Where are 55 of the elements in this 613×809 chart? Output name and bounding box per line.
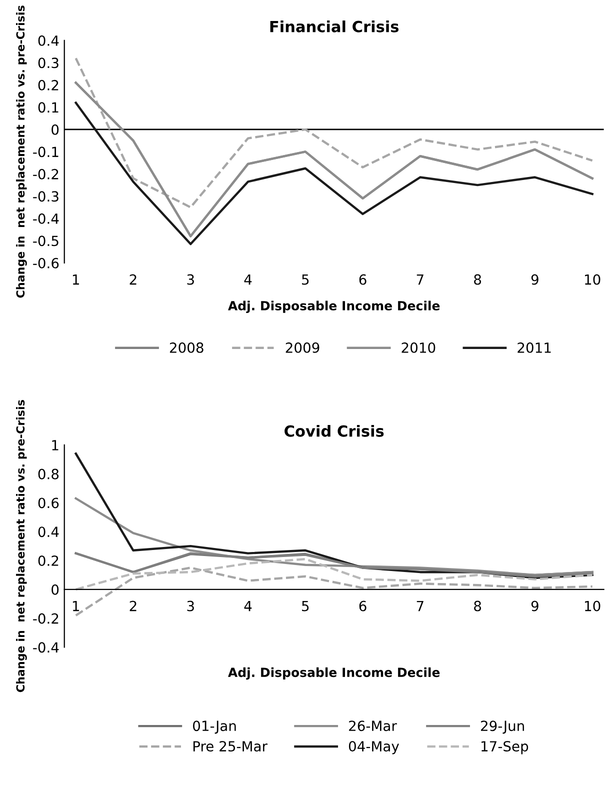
legend-label: 29-Jun [481, 720, 524, 734]
x-tick-label: 10 [585, 274, 600, 285]
y-tick-label: 0.2 [38, 555, 58, 566]
x-tick-label: 1 [72, 600, 79, 612]
chart-title: Financial Crisis [270, 20, 399, 32]
y-tick-label: 0.6 [38, 498, 59, 508]
x-tick-label: 5 [302, 274, 309, 285]
y-tick-label: 0.4 [38, 526, 59, 538]
x-tick-label: 7 [416, 600, 424, 612]
x-tick-label: 4 [244, 600, 252, 612]
x-tick-label: 2 [130, 600, 136, 612]
chart-title: Covid Crisis [284, 425, 384, 437]
legend-label: 26-Mar [349, 720, 397, 732]
x-tick-label: 9 [531, 600, 538, 612]
y-tick-label: -0.4 [33, 213, 59, 224]
y-tick-label: 1 [52, 440, 58, 450]
x-tick-label: 6 [359, 274, 366, 285]
y-axis-title: Change in net replacement ratio vs. pre-Crisis [16, 6, 27, 298]
legend-label: 17-Sep [482, 741, 528, 754]
y-tick-label: -0.2 [33, 168, 58, 180]
legend-label: 01-Jan [193, 720, 236, 734]
x-tick-label: 4 [244, 274, 252, 285]
y-tick-label: -0.6 [33, 258, 59, 268]
x-axis-title: Adj. Disposable Income Decile [228, 300, 440, 313]
y-tick-label: -0.2 [33, 613, 58, 624]
y-tick-label: -0.1 [33, 146, 58, 158]
x-tick-label: 2 [130, 274, 136, 285]
x-tick-label: 9 [531, 274, 538, 285]
legend-label: 2009 [286, 342, 320, 353]
x-tick-label: 3 [187, 600, 194, 612]
legend-label: 2008 [170, 342, 204, 353]
x-tick-label: 8 [474, 600, 482, 612]
y-tick-label: 0 [52, 124, 59, 135]
y-tick-label: 0.2 [38, 80, 58, 90]
y-axis-title: Change in net replacement ratio vs. pre-Crisis [16, 400, 27, 692]
y-tick-label: -0.5 [33, 236, 58, 246]
x-tick-label: 10 [585, 600, 600, 612]
x-tick-label: 3 [187, 274, 194, 285]
legend-label: 04-May [348, 741, 400, 754]
x-tick-label: 8 [474, 274, 482, 285]
legend-label: 2010 [402, 342, 436, 353]
y-tick-label: 0.1 [38, 102, 58, 113]
x-tick-label: 5 [302, 600, 309, 612]
y-tick-label: 0.3 [38, 58, 58, 68]
x-axis-title: Adj. Disposable Income Decile [228, 667, 440, 680]
legend-label: Pre 25-Mar [193, 741, 268, 752]
y-tick-label: 0.8 [38, 468, 59, 480]
legend-label: 2011 [518, 342, 551, 353]
x-tick-label: 1 [72, 274, 79, 285]
y-tick-label: -0.4 [33, 642, 59, 653]
y-tick-label: 0.4 [38, 35, 59, 46]
x-tick-label: 7 [416, 274, 424, 285]
y-tick-label: 0 [52, 584, 59, 595]
y-tick-label: -0.3 [33, 191, 58, 202]
x-tick-label: 6 [359, 600, 366, 612]
